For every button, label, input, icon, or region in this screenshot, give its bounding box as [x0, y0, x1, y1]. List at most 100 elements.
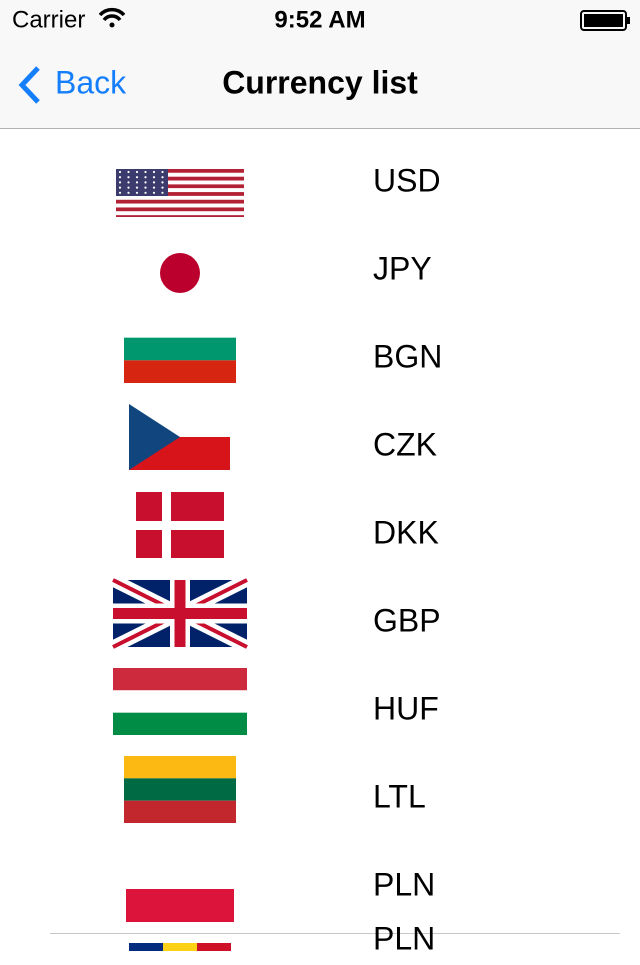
flag-canton [116, 169, 168, 196]
row-background[interactable] [0, 569, 640, 657]
flag-icon [110, 574, 250, 653]
flag-star [152, 186, 156, 189]
currency-row[interactable]: JPYJPY [0, 217, 640, 340]
flag-star [135, 186, 139, 189]
currency-row[interactable]: DKKDKK [0, 481, 640, 604]
flag-star [144, 186, 147, 189]
currency-code: JPY [373, 250, 432, 286]
flag-stripe [116, 188, 244, 193]
flag-stripe [116, 172, 244, 177]
row-background[interactable] [0, 833, 640, 921]
flag-icon [160, 253, 200, 293]
flag-star [118, 186, 122, 189]
flag-star [161, 191, 164, 194]
flag-star [144, 170, 147, 174]
flag-stripe [124, 756, 236, 779]
flag-icon [129, 404, 230, 470]
flag-stripe [124, 337, 236, 361]
flag-stripe [116, 211, 244, 216]
currency-row[interactable]: CZKCZK [0, 393, 640, 516]
currency-code: USD [373, 162, 441, 198]
flag-stripe [116, 169, 244, 173]
flag-icon [124, 756, 236, 823]
flag-star [118, 176, 122, 179]
flag-star [152, 170, 156, 174]
row-background[interactable] [0, 393, 640, 481]
flag-star [127, 176, 130, 179]
flag-stripe [124, 360, 236, 383]
flag-stripe [116, 207, 244, 212]
back-button[interactable]: Back [18, 64, 127, 104]
flag-star [152, 176, 156, 179]
flag-icon [116, 169, 244, 219]
battery-icon [580, 10, 630, 31]
back-label[interactable]: Back [55, 64, 127, 100]
currency-detail: PLN [373, 920, 435, 956]
flag-stripe [124, 800, 236, 823]
flag-stripe [116, 195, 244, 200]
flag-stripe [116, 203, 244, 208]
flag-star [161, 170, 164, 174]
flag-triangle [129, 404, 180, 470]
nav-title: Currency list [222, 64, 418, 100]
row-background[interactable] [0, 129, 640, 217]
flag-star [161, 176, 164, 179]
flag-stripe [116, 176, 244, 181]
flag-star [135, 176, 139, 179]
flag-star [135, 181, 139, 184]
row-background[interactable] [0, 657, 640, 745]
wifi-icon [98, 7, 126, 28]
flag-stripe [116, 199, 244, 204]
flag-disc [160, 253, 200, 293]
flag-star [152, 191, 156, 194]
row-background[interactable] [0, 745, 640, 833]
flag-stripe [113, 712, 247, 735]
back-chevron[interactable] [18, 66, 40, 104]
flag-icon [124, 315, 236, 383]
navigation: Carrier 9:52 AM Back Currency list [0, 0, 640, 129]
flag-star [118, 181, 122, 184]
currency-code: GBP [373, 602, 441, 638]
flag-star [144, 191, 147, 194]
flag-stripe [126, 889, 234, 922]
flag-cross [113, 580, 247, 647]
flag-cross [136, 521, 224, 530]
flag-star [152, 181, 156, 184]
flag-icon [126, 856, 234, 922]
currency-code: LTL [373, 778, 426, 814]
currency-list: USDUSDJPYJPYBGNBGNCZKCZKDKKDKKGBPGBPHUFH… [0, 129, 640, 956]
currency-code: DKK [373, 514, 439, 550]
flag-star [135, 191, 139, 194]
flag-stripe [116, 184, 244, 189]
flag-part [197, 943, 231, 951]
clock: 9:52 AM [274, 6, 365, 33]
flag-stripe [113, 690, 247, 713]
flag-star [144, 176, 147, 179]
flag-stripe [124, 315, 236, 338]
currency-code: BGN [373, 338, 442, 374]
flag-stripe [113, 668, 247, 691]
flag-star [144, 181, 147, 184]
flag-stripe [116, 192, 244, 196]
flag-star [161, 186, 164, 189]
carrier: Carrier [12, 6, 85, 33]
flag-part [129, 943, 163, 951]
flag-part [163, 943, 197, 951]
nav-background [0, 0, 640, 128]
flag-star [135, 170, 139, 174]
flag-icon [113, 668, 247, 735]
flag-star [161, 181, 164, 184]
currency-row[interactable]: PLN PLN [0, 833, 640, 956]
currency-code: HUF [373, 690, 439, 726]
flag-star [118, 191, 122, 194]
row-background[interactable] [0, 481, 640, 569]
flag-star [127, 191, 130, 194]
currency-code: PLN [373, 866, 435, 902]
flag-stripe [126, 856, 234, 889]
row-background[interactable] [0, 217, 640, 305]
flag-star [127, 170, 130, 174]
flag-stripe [116, 180, 244, 185]
row-background[interactable] [0, 305, 640, 393]
